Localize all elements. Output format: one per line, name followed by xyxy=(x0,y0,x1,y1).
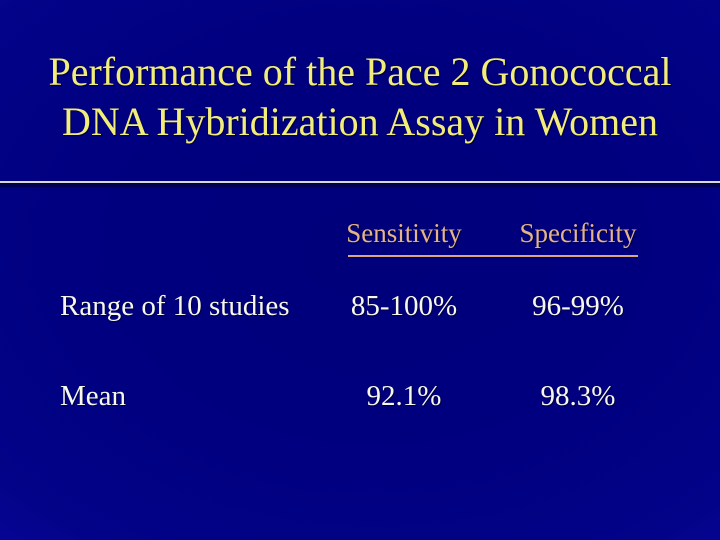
column-header-sensitivity: Sensitivity xyxy=(346,218,462,248)
range-specificity-value: 96-99% xyxy=(532,290,624,322)
mean-sensitivity-value: 92.1% xyxy=(366,380,442,412)
slide-title-line-1: Performance of the Pace 2 Gonococcal xyxy=(48,49,672,94)
slide-title-line-2: DNA Hybridization Assay in Women xyxy=(62,99,658,144)
range-sensitivity-value: 85-100% xyxy=(350,290,458,322)
mean-specificity-value: 98.3% xyxy=(540,380,616,412)
slide-title: Performance of the Pace 2 Gonococcal DNA… xyxy=(4,47,716,147)
title-divider-line xyxy=(0,181,720,183)
title-divider-shadow xyxy=(0,183,720,187)
column-header-specificity: Specificity xyxy=(519,218,637,248)
row-label-mean: Mean xyxy=(60,380,127,412)
column-header-underline xyxy=(348,255,638,257)
row-label-range: Range of 10 studies xyxy=(60,290,290,322)
